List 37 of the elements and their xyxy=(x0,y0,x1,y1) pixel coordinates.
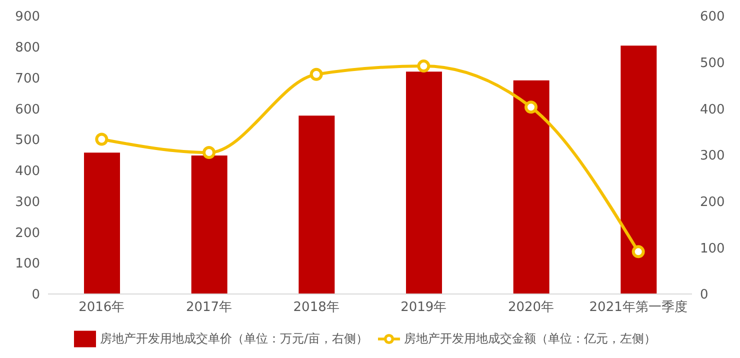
bar xyxy=(406,72,442,294)
x-tick-label: 2018年 xyxy=(293,300,340,316)
y2-tick-label: 400 xyxy=(700,102,725,118)
y-tick-label: 600 xyxy=(15,102,40,118)
point xyxy=(202,146,216,160)
y2-tick-label: 0 xyxy=(700,288,708,303)
point xyxy=(417,60,430,73)
x-tick-label: 2021年第一季度 xyxy=(589,299,688,316)
y-tick-label: 700 xyxy=(15,71,40,86)
y-tick-label: 0 xyxy=(32,288,40,303)
y2-tick-label: 300 xyxy=(700,148,725,164)
y-tick-label: 100 xyxy=(15,256,40,272)
y-tick-label: 400 xyxy=(15,164,40,180)
y-tick-label: 500 xyxy=(15,133,40,148)
bar xyxy=(84,152,120,294)
bar xyxy=(298,116,335,294)
point xyxy=(95,132,108,146)
x-tick-label: 2019年 xyxy=(400,300,447,316)
point xyxy=(310,68,323,81)
y-tick-label: 300 xyxy=(15,194,40,210)
x-tick-label: 2020年 xyxy=(508,300,554,316)
x-tick-label: 2016年 xyxy=(78,300,125,316)
y2-tick-label: 200 xyxy=(700,194,725,210)
bar xyxy=(513,80,550,294)
y-tick-label: 800 xyxy=(15,40,40,56)
y-tick-label: 900 xyxy=(15,10,40,25)
legend-label: 房地产开发用地成交单价（单位：万元/亩，右侧） xyxy=(100,331,368,346)
bar xyxy=(191,155,228,294)
point xyxy=(524,100,538,114)
point xyxy=(632,245,645,258)
x-tick-label: 2017年 xyxy=(186,300,232,316)
y2-tick-label: 100 xyxy=(700,241,725,256)
legend-label: 房地产开发用地成交金额（单位：亿元，左侧） xyxy=(404,331,656,346)
y-tick-label: 200 xyxy=(15,226,40,241)
y2-tick-label: 500 xyxy=(700,56,725,71)
y2-tick-label: 600 xyxy=(700,10,725,25)
bar xyxy=(620,46,657,294)
